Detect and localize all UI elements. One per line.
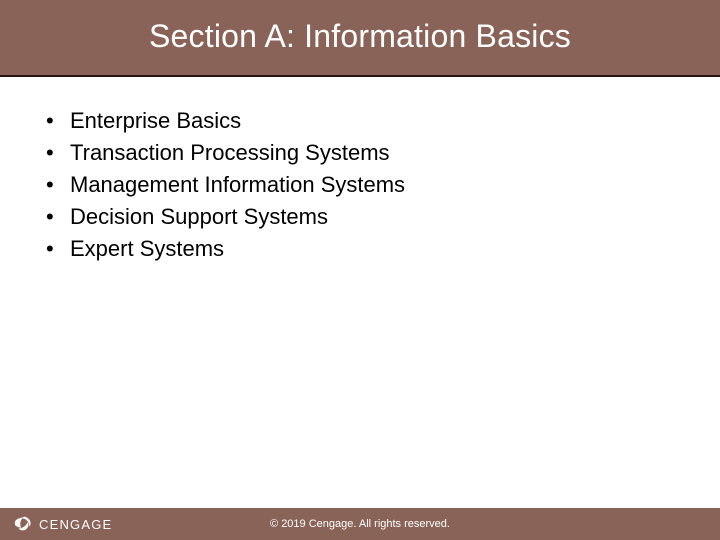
list-item: Management Information Systems [40,169,680,201]
brand-text: CENGAGE [39,517,112,532]
slide-title: Section A: Information Basics [0,18,720,55]
list-item: Decision Support Systems [40,201,680,233]
brand-logo: CENGAGE [12,513,112,535]
title-bar: Section A: Information Basics [0,0,720,69]
list-item: Enterprise Basics [40,105,680,137]
list-item: Transaction Processing Systems [40,137,680,169]
bullet-list: Enterprise Basics Transaction Processing… [40,105,680,264]
cengage-icon [12,513,34,535]
content-area: Enterprise Basics Transaction Processing… [0,77,720,515]
footer-bar: CENGAGE © 2019 Cengage. All rights reser… [0,508,720,540]
copyright-text: © 2019 Cengage. All rights reserved. [270,518,450,530]
list-item: Expert Systems [40,233,680,265]
